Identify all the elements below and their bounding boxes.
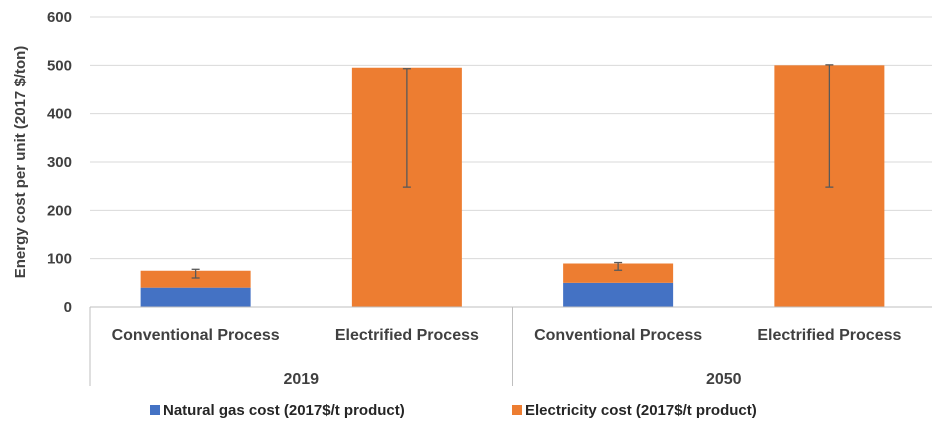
x-category-label: Conventional Process xyxy=(112,327,280,344)
bars xyxy=(140,65,885,307)
x-category-label: Electrified Process xyxy=(335,327,479,344)
error-bars xyxy=(191,64,834,279)
y-tick-label: 100 xyxy=(47,251,72,268)
legend: Natural gas cost (2017$/t product) Electr… xyxy=(150,402,757,419)
legend-label: Natural gas cost (2017$/t product) xyxy=(163,402,405,419)
bar-segment xyxy=(563,263,674,283)
bar-segment xyxy=(140,270,251,288)
y-tick-label: 500 xyxy=(47,57,72,74)
x-category-label: Conventional Process xyxy=(534,327,702,344)
x-group-label: 2019 xyxy=(283,371,319,388)
legend-label: Electricity cost (2017$/t product) xyxy=(525,402,757,419)
bar-segment xyxy=(563,282,674,307)
x-axis: Conventional Process Electrified Process C… xyxy=(89,306,932,388)
y-tick-label: 400 xyxy=(47,106,72,123)
y-tick-label: 600 xyxy=(47,9,72,26)
legend-swatch xyxy=(150,405,160,415)
bar-segment xyxy=(140,287,251,307)
y-tick-label: 300 xyxy=(47,154,72,171)
y-tick-label: 0 xyxy=(64,299,72,316)
x-group-label: 2050 xyxy=(706,371,742,388)
legend-swatch xyxy=(512,405,522,415)
x-category-label: Electrified Process xyxy=(757,327,901,344)
y-axis-ticks: 0 100 200 300 400 500 600 xyxy=(47,9,72,316)
y-axis-title: Energy cost per unit (2017 $/ton) xyxy=(12,46,29,279)
y-tick-label: 200 xyxy=(47,202,72,219)
